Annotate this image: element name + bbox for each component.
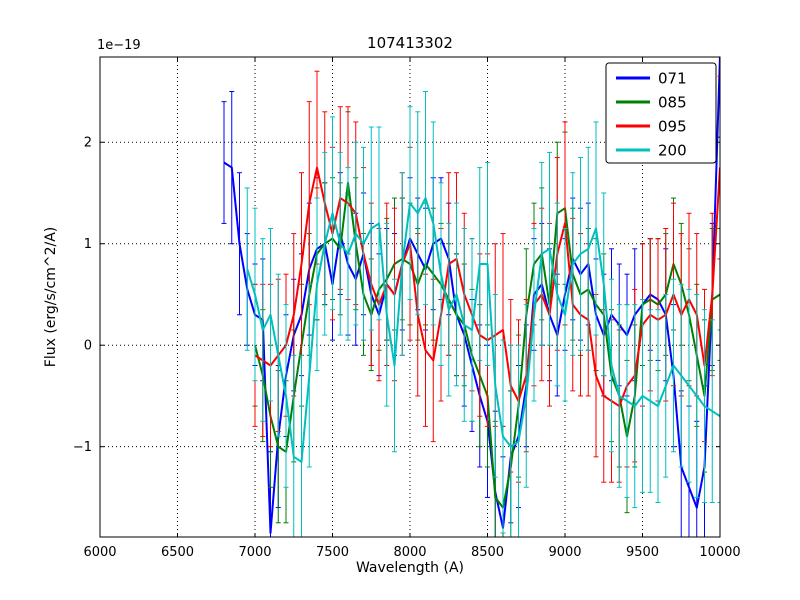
y-tick-label: 1	[84, 237, 92, 252]
y-axis-label: Flux (erg/s/cm^2/A)	[43, 227, 59, 367]
x-tick-label: 9000	[548, 545, 581, 560]
legend-label: 085	[658, 94, 687, 112]
legend	[605, 62, 717, 164]
x-tick-label: 7500	[316, 545, 349, 560]
series-layer	[221, 57, 720, 537]
legend-label: 071	[658, 70, 687, 88]
y-tick-label: 0	[84, 339, 92, 354]
y-tick-label: 2	[84, 136, 92, 151]
legend-box	[605, 62, 717, 164]
x-tick-label: 6500	[161, 545, 194, 560]
x-tick-label: 8500	[471, 545, 504, 560]
x-tick-label: 7000	[238, 545, 271, 560]
tick-marks	[99, 57, 721, 537]
x-tick-label: 9500	[626, 545, 659, 560]
x-axis-label: Wavelength (A)	[356, 560, 464, 576]
y-tick-label: −1	[73, 440, 92, 455]
legend-label: 200	[658, 142, 687, 160]
legend-label: 095	[658, 118, 687, 136]
x-tick-label: 6000	[83, 545, 116, 560]
y-offset-label: 1e−19	[97, 38, 141, 53]
x-tick-label: 10000	[699, 545, 740, 560]
series-200-line	[246, 197, 720, 463]
chart-title: 107413302	[367, 34, 453, 52]
x-tick-label: 8000	[393, 545, 426, 560]
